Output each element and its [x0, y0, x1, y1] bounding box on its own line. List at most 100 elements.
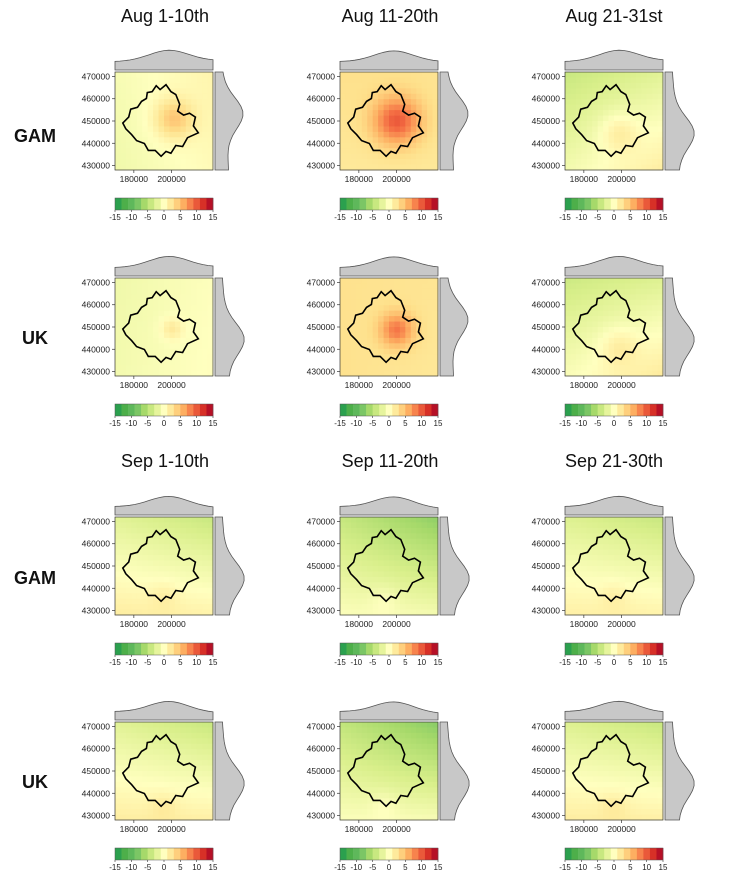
- heat-cell: [641, 278, 648, 284]
- heat-cell: [340, 727, 346, 734]
- heat-cell: [185, 576, 192, 583]
- heat-cell: [394, 549, 401, 556]
- heat-cell: [147, 555, 154, 561]
- heat-cell: [630, 538, 637, 545]
- x-tick-label: 180000: [570, 824, 599, 834]
- x-tick-label: 200000: [382, 619, 411, 629]
- heat-cell: [169, 321, 176, 328]
- heat-cell: [624, 754, 631, 761]
- heat-cell: [421, 582, 428, 589]
- heat-cell: [652, 609, 658, 616]
- heat-cell: [619, 754, 626, 761]
- heat-cell: [142, 593, 149, 600]
- heat-cell: [432, 787, 439, 794]
- heat-cell: [399, 517, 406, 523]
- heat-cell: [652, 278, 658, 284]
- heat-cell: [405, 354, 412, 361]
- colorbar-segment: [565, 404, 572, 416]
- heat-cell: [565, 538, 571, 545]
- heat-cell: [405, 332, 412, 339]
- heat-cell: [115, 316, 121, 322]
- heat-cell: [416, 809, 423, 815]
- heat-cell: [652, 517, 658, 523]
- colorbar-segment: [584, 198, 592, 210]
- heat-cell: [372, 582, 379, 589]
- heat-cell: [389, 164, 395, 171]
- heat-cell: [356, 299, 363, 306]
- heat-cell: [180, 148, 187, 155]
- heat-cell: [592, 278, 599, 284]
- heat-cell: [372, 142, 379, 149]
- heat-cell: [136, 604, 143, 610]
- heat-cell: [142, 765, 149, 772]
- heat-cell: [185, 814, 192, 821]
- heat-cell: [614, 517, 620, 523]
- heat-cell: [614, 727, 620, 734]
- heat-cell: [592, 776, 599, 783]
- heat-cell: [586, 288, 593, 295]
- heat-cell: [652, 604, 658, 610]
- colorbar-segment: [643, 198, 651, 210]
- heat-cell: [427, 316, 433, 322]
- heat-cell: [207, 598, 214, 605]
- heat-cell: [180, 798, 187, 805]
- heat-cell: [164, 582, 170, 589]
- heat-cell: [624, 576, 631, 583]
- heat-cell: [641, 359, 648, 366]
- heat-cell: [608, 354, 615, 361]
- colorbar-segment: [366, 848, 373, 860]
- heat-cell: [350, 576, 357, 583]
- heat-cell: [410, 327, 417, 333]
- colorbar-segment: [649, 848, 657, 860]
- heat-cell: [153, 126, 159, 133]
- heat-cell: [164, 343, 170, 350]
- heat-cell: [372, 754, 379, 761]
- heat-cell: [641, 776, 648, 783]
- heat-cell: [399, 544, 406, 551]
- right-density: [439, 516, 470, 616]
- heat-cell: [416, 738, 423, 745]
- heat-cell: [202, 82, 208, 89]
- heat-cell: [153, 370, 159, 377]
- city-boundary: [121, 289, 200, 364]
- colorbar-segment: [392, 848, 400, 860]
- heat-cell: [207, 348, 214, 355]
- heat-cell: [207, 771, 214, 777]
- heat-cell: [340, 99, 346, 106]
- heat-cell: [394, 278, 401, 284]
- colorbar-tick-label: 5: [628, 419, 633, 428]
- heat-cell: [652, 164, 658, 171]
- heat-cell: [180, 803, 187, 810]
- heat-cell: [641, 549, 648, 556]
- heat-cell: [624, 159, 631, 165]
- heat-cell: [356, 604, 363, 610]
- heat-cell: [619, 604, 626, 610]
- heat-cell: [136, 544, 143, 551]
- heat-cell: [196, 72, 203, 78]
- column-title: Sep 1-10th: [120, 451, 210, 471]
- heat-cell: [635, 809, 642, 815]
- heat-cell: [565, 814, 571, 821]
- top-density: [564, 49, 664, 71]
- heat-cell: [361, 327, 368, 333]
- heat-cell: [619, 370, 626, 377]
- heat-cell: [340, 809, 346, 815]
- heat-cell: [586, 159, 593, 165]
- heat-cell: [586, 88, 593, 95]
- heat-cell: [581, 327, 588, 333]
- heat-cell: [427, 354, 433, 361]
- heat-cell: [416, 538, 423, 545]
- heat-cell: [614, 332, 620, 339]
- heat-cell: [158, 798, 165, 805]
- heat-cell: [142, 104, 149, 111]
- heat-cell: [581, 566, 588, 572]
- heat-cell: [614, 787, 620, 794]
- heat-cell: [389, 722, 395, 728]
- heat-cell: [389, 566, 395, 572]
- heat-cell: [196, 571, 203, 578]
- heat-cell: [180, 354, 187, 361]
- heat-cell: [383, 749, 390, 756]
- heat-cell: [597, 305, 604, 312]
- heat-cell: [641, 110, 648, 116]
- heat-cell: [581, 814, 588, 821]
